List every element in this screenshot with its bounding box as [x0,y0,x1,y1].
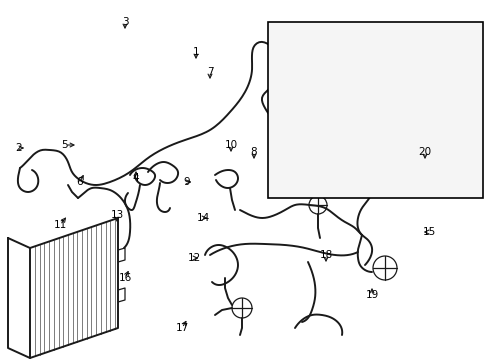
Text: 14: 14 [196,213,209,223]
Text: 15: 15 [422,227,435,237]
Text: 11: 11 [53,220,66,230]
Text: 6: 6 [77,177,83,187]
Text: 2: 2 [16,143,22,153]
Text: 8: 8 [250,147,257,157]
Text: 13: 13 [110,210,123,220]
Text: 12: 12 [187,253,200,263]
Text: 7: 7 [206,67,213,77]
Text: 4: 4 [132,173,139,183]
Text: 3: 3 [122,17,128,27]
Text: 20: 20 [418,147,431,157]
Text: 9: 9 [183,177,190,187]
Text: 5: 5 [61,140,68,150]
Bar [267,22,482,198]
Text: 18: 18 [319,250,332,260]
Text: 10: 10 [224,140,237,150]
Text: 17: 17 [175,323,188,333]
Text: 16: 16 [118,273,131,283]
Text: 1: 1 [192,47,199,57]
Text: 19: 19 [365,290,378,300]
